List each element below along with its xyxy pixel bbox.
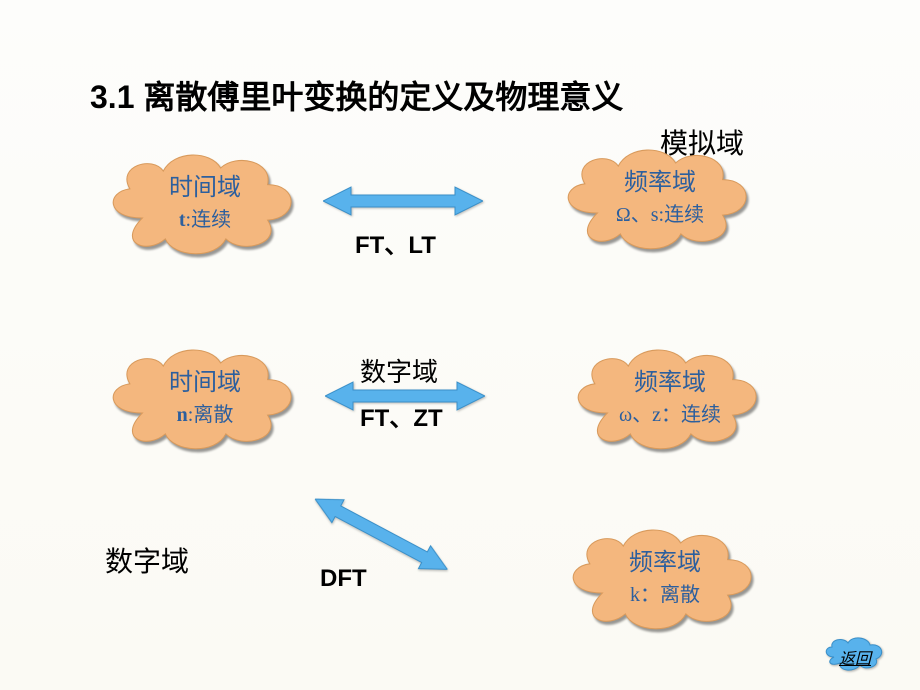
- cloud-time-continuous: 时间域 t:连续: [100, 145, 310, 265]
- cloud-sublabel: n:离散: [177, 404, 234, 426]
- return-button[interactable]: 返回: [820, 635, 890, 675]
- digital-domain-bottom-label: 数字域: [105, 540, 189, 580]
- arrow-ft-lt-label: FT、LT: [355, 225, 436, 260]
- arrow-ft-lt: [323, 185, 483, 217]
- cloud-label: 时间域: [169, 175, 241, 201]
- cloud-freq-discrete: 频率域 k：离散: [560, 520, 770, 640]
- arrow-dft-label: DFT: [320, 565, 367, 593]
- cloud-sublabel: t:连续: [179, 209, 231, 231]
- cloud-sublabel: ω、z：连续: [619, 404, 721, 426]
- cloud-time-discrete: 时间域 n:离散: [100, 340, 310, 460]
- arrow-ft-zt-label: FT、ZT: [360, 398, 443, 433]
- cloud-label: 频率域: [624, 170, 696, 196]
- return-button-label: 返回: [820, 645, 890, 669]
- page-title: 3.1 离散傅里叶变换的定义及物理意义: [90, 72, 623, 118]
- cloud-label: 频率域: [629, 550, 701, 576]
- cloud-sublabel: k：离散: [630, 584, 700, 606]
- cloud-label: 时间域: [169, 370, 241, 396]
- digital-domain-over-label: 数字域: [360, 352, 438, 389]
- cloud-label: 频率域: [634, 370, 706, 396]
- cloud-freq-continuous-analog: 频率域 Ω、s:连续: [555, 140, 765, 260]
- cloud-sublabel: Ω、s:连续: [616, 204, 704, 226]
- cloud-freq-continuous-digital: 频率域 ω、z：连续: [565, 340, 775, 460]
